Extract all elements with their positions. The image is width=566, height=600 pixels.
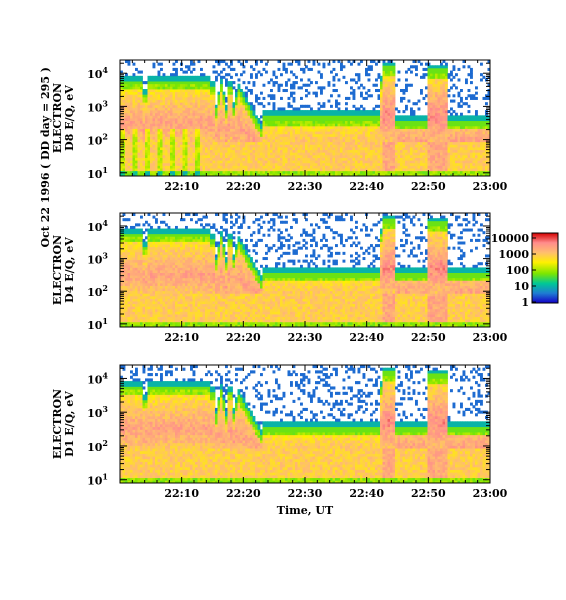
ytick-label: 103 (87, 404, 108, 420)
panel-D1: 22:10 22:20 22:30 22:40 22:50 23:00 101 102 103 1… (51, 364, 508, 517)
xtick-label: 22:40 (349, 487, 384, 500)
xtick-label: 22:40 (349, 331, 384, 344)
colorbar-label: 10 (514, 280, 530, 293)
ylabel-line: D4 E/Q, eV (63, 237, 76, 303)
spectrogram-D8 (120, 60, 491, 177)
colorbar-label: 10000 (491, 232, 530, 245)
ytick-label: 104 (87, 218, 108, 234)
xtick-label: 22:20 (226, 180, 261, 193)
xlabel: Time, UT (277, 504, 334, 517)
colorbar-label: 100 (506, 264, 529, 277)
ytick-label: 101 (87, 165, 108, 181)
ylabel-line: ( DD day = 295 ) (39, 67, 52, 169)
xtick-label: 22:50 (411, 180, 446, 193)
date-label: Oct 22 1996 (39, 172, 52, 247)
ytick-label: 104 (87, 370, 108, 386)
xtick-label: 22:50 (411, 487, 446, 500)
ytick-label: 101 (87, 472, 108, 488)
panel-D8: 22:10 22:20 22:30 22:40 22:50 23:00 101 102 103 1… (39, 59, 508, 247)
colorbar-label: 1000 (498, 248, 529, 261)
colorbar-label: 1 (521, 296, 529, 309)
ytick-label: 101 (87, 316, 108, 332)
colorbar: 10000 1000 100 10 1 (491, 232, 559, 309)
ylabel-line: D8 E/Q, eV (63, 85, 76, 151)
xtick-label: 22:10 (164, 180, 199, 193)
xtick-label: 22:50 (411, 331, 446, 344)
ylabel-line: D1 E/Q, eV (63, 391, 76, 457)
ytick-label: 103 (87, 98, 108, 114)
spectrogram-D1 (120, 365, 491, 484)
xtick-label: 22:20 (226, 331, 261, 344)
xtick-label: 22:30 (288, 487, 323, 500)
ytick-label: 103 (87, 251, 108, 267)
spectrogram-D4 (120, 213, 491, 328)
ytick-label: 102 (87, 283, 108, 299)
xtick-label: 22:10 (164, 487, 199, 500)
xtick-label: 22:10 (164, 331, 199, 344)
xtick-label: 23:00 (473, 331, 508, 344)
ytick-label: 102 (87, 438, 108, 454)
colorbar-scale (531, 232, 559, 304)
xtick-label: 23:00 (473, 180, 508, 193)
xtick-label: 22:30 (288, 180, 323, 193)
ytick-label: 104 (87, 65, 108, 81)
xtick-label: 22:30 (288, 331, 323, 344)
xtick-label: 22:20 (226, 487, 261, 500)
xtick-label: 23:00 (473, 487, 508, 500)
xtick-label: 22:40 (349, 180, 384, 193)
ylabel-line: ELECTRON (51, 83, 64, 153)
ylabel-line: ELECTRON (51, 235, 64, 305)
ylabel-line: ELECTRON (51, 389, 64, 459)
panel-D4: 22:10 22:20 22:30 22:40 22:50 23:00 101 102 103 1… (51, 212, 508, 344)
ytick-label: 102 (87, 132, 108, 148)
